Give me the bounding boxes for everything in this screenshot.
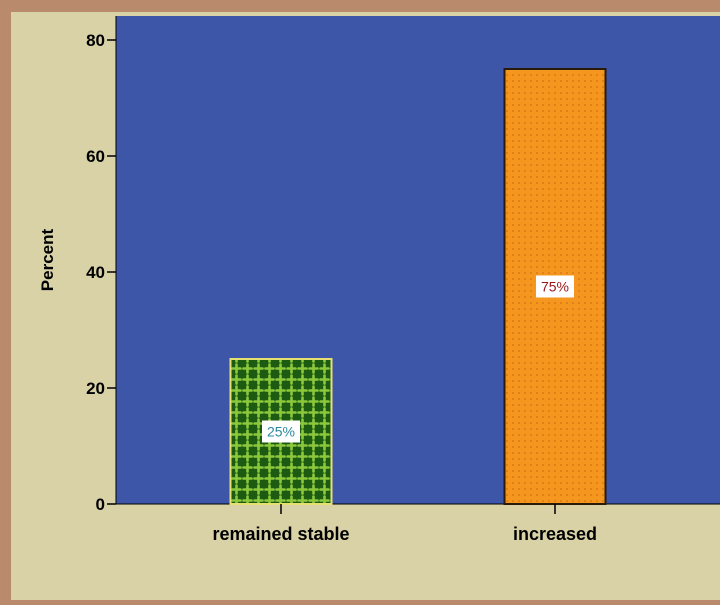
bars: 25% 75% <box>229 68 607 505</box>
x-tick-label-increased: increased <box>513 524 597 544</box>
y-tick-label: 60 <box>86 147 105 166</box>
data-label-remained-stable: 25% <box>267 424 295 440</box>
x-tick-label-remained-stable: remained stable <box>212 524 349 544</box>
y-axis-ticks: 0 20 40 60 80 <box>86 31 116 514</box>
data-label-increased: 75% <box>541 279 569 295</box>
y-tick-label: 40 <box>86 263 105 282</box>
plot-area <box>116 16 720 504</box>
data-label-box <box>536 275 574 298</box>
y-tick-label: 20 <box>86 379 105 398</box>
y-tick-label: 0 <box>96 495 105 514</box>
x-axis-ticks: remained stable increased <box>212 504 597 544</box>
y-axis-title: Percent <box>38 228 57 291</box>
data-label-box <box>262 420 300 443</box>
y-tick-label: 80 <box>86 31 105 50</box>
